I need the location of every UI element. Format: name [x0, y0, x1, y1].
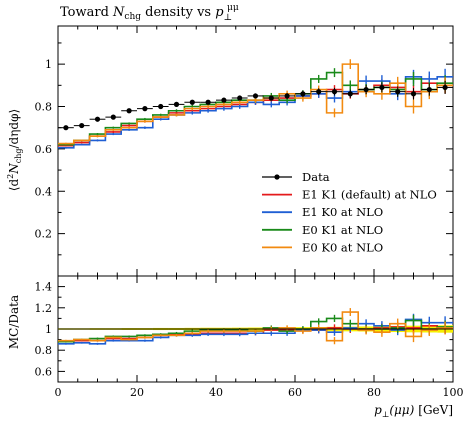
legend-label: Data	[302, 170, 330, 184]
main-panel-frame	[57, 25, 454, 277]
main-plot-area	[58, 59, 453, 149]
data-point	[347, 91, 353, 97]
data-point	[252, 93, 259, 99]
y-tick-label: 0.8	[35, 101, 53, 114]
data-point	[363, 86, 369, 93]
data-point	[284, 93, 290, 99]
data-point	[126, 108, 132, 114]
data-point	[300, 91, 306, 97]
data-point	[63, 125, 69, 131]
legend-label: E0 K0 at NLO	[302, 240, 383, 254]
y-tick-label: 0.2	[35, 228, 53, 241]
data-point	[142, 106, 148, 112]
ratio-y-tick-label: 0.8	[35, 344, 53, 357]
ratio-y-tick-label: 1.2	[35, 302, 53, 315]
y-tick-label: 0.4	[35, 185, 53, 198]
ratio-y-tick-label: 1	[45, 323, 52, 336]
x-tick-label: 0	[55, 386, 62, 399]
data-point	[331, 89, 338, 95]
ratio-y-tick-label: 1.4	[35, 281, 53, 294]
data-point	[237, 95, 243, 101]
x-tick-label: 60	[288, 386, 302, 399]
chart-title: Toward Nchg density vs p⊥μμ	[60, 3, 239, 23]
data-point	[426, 86, 432, 93]
legend-swatch-marker	[274, 174, 280, 180]
x-tick-label: 20	[130, 386, 144, 399]
ratio-y-axis-label: MC/Data	[7, 295, 21, 349]
data-point	[268, 95, 274, 101]
data-point	[316, 89, 322, 95]
data-point	[379, 84, 385, 91]
data-point	[173, 101, 180, 107]
x-axis-label: p⊥(μμ) [GeV]	[374, 403, 453, 419]
legend-label: E1 K0 at NLO	[302, 205, 383, 219]
data-point	[395, 89, 401, 95]
data-point	[110, 114, 116, 120]
ratio-y-tick-label: 0.6	[35, 365, 53, 378]
data-point	[205, 99, 211, 105]
x-tick-label: 80	[367, 386, 381, 399]
data-point	[94, 116, 101, 122]
data-point	[189, 99, 195, 105]
data-point	[221, 97, 227, 103]
y-tick-label: 0.6	[35, 143, 53, 156]
data-point	[158, 103, 164, 110]
series-line-e1-k1-default-at-nlo	[58, 82, 453, 147]
y-tick-label: 1	[45, 58, 52, 71]
data-point	[410, 91, 417, 97]
x-tick-label: 40	[209, 386, 223, 399]
data-point	[79, 122, 85, 129]
y-axis-label: ⟨d2Nchg/dηdφ⟩	[6, 109, 23, 191]
legend-label: E1 K1 (default) at NLO	[302, 188, 437, 202]
legend-label: E0 K1 at NLO	[302, 223, 383, 237]
data-point	[442, 84, 448, 91]
ratio-plot-area	[58, 308, 453, 345]
x-tick-label: 100	[443, 386, 464, 399]
